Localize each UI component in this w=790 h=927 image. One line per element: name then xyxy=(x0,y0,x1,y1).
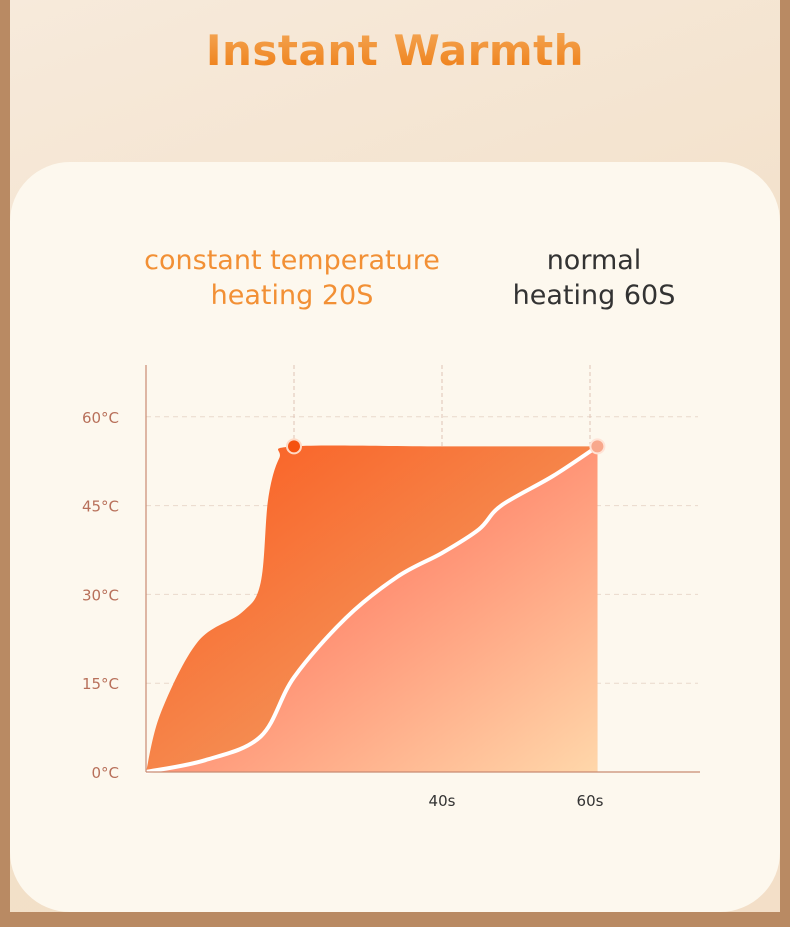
y-tick-label: 60°C xyxy=(82,409,119,427)
legend-line: heating 60S xyxy=(512,280,676,311)
legend-normal-heating: normal heating 60S xyxy=(494,243,694,313)
area-normal-heating xyxy=(146,446,598,772)
x-tick-label: 60s xyxy=(577,792,604,810)
legend-line: constant temperature xyxy=(144,245,440,276)
x-tick-label: 40s xyxy=(429,792,456,810)
marker-point xyxy=(286,438,302,455)
y-tick-label: 15°C xyxy=(82,675,119,693)
y-tick-label: 45°C xyxy=(82,498,119,516)
page-title: Instant Warmth xyxy=(0,26,790,75)
legend-line: normal xyxy=(546,245,642,276)
y-tick-label: 0°C xyxy=(91,764,119,782)
y-tick-label: 30°C xyxy=(82,586,119,604)
line-normal-heating xyxy=(145,444,599,774)
legend-constant-heating: constant temperature heating 20S xyxy=(110,243,474,313)
marker-point xyxy=(589,438,606,455)
legend-line: heating 20S xyxy=(210,280,374,311)
